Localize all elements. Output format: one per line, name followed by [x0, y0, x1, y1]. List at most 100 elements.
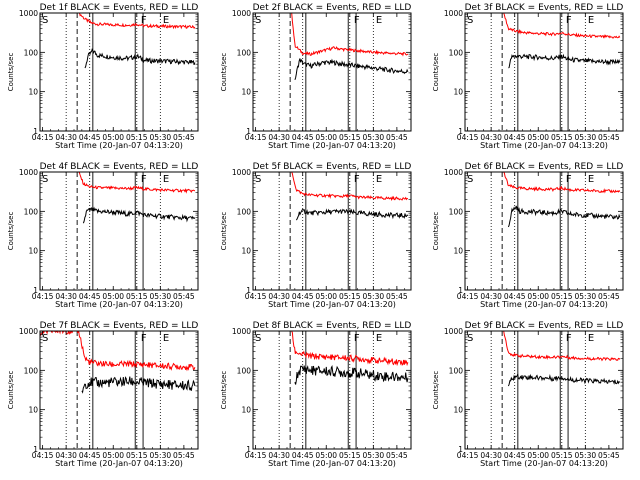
x-tick-label: 05:15	[126, 292, 148, 301]
x-tick-label: 05:15	[339, 451, 361, 460]
x-tick-label: 05:30	[363, 292, 385, 301]
x-tick-label: 04:15	[32, 133, 54, 142]
flag-s: S	[255, 15, 261, 26]
y-tick-label: 100	[24, 207, 39, 216]
flag-e: E	[588, 333, 594, 344]
flag-s: S	[255, 174, 261, 185]
x-tick-label: 04:15	[245, 292, 267, 301]
x-tick-label: 04:15	[457, 451, 479, 460]
y-tick-label: 100	[24, 48, 39, 57]
chart-title: Det 9f BLACK = Events, RED = LLD	[465, 321, 624, 331]
x-tick-label: 04:15	[457, 292, 479, 301]
x-tick-label: 04:15	[245, 133, 267, 142]
flag-s: S	[255, 333, 261, 344]
plot-area	[490, 331, 621, 449]
flag-f: F	[141, 174, 147, 185]
x-tick-label: 05:00	[527, 133, 549, 142]
plot-area	[278, 13, 409, 131]
x-tick-label: 05:30	[150, 292, 172, 301]
x-tick-label: 05:00	[102, 451, 124, 460]
flag-e: E	[376, 15, 382, 26]
x-tick-label: 05:00	[315, 292, 337, 301]
flag-e: E	[376, 333, 382, 344]
chart-title: Det 1f BLACK = Events, RED = LLD	[40, 3, 199, 13]
y-tick-label: 1	[246, 286, 251, 295]
axes-frame	[39, 330, 199, 450]
flag-s: S	[467, 15, 473, 26]
x-tick-label: 04:45	[292, 133, 314, 142]
series-events-line	[82, 206, 196, 224]
y-axis-label: Counts/sec	[7, 212, 15, 251]
series-lld-line	[291, 331, 409, 367]
y-tick-label: 100	[24, 366, 39, 375]
flag-s: S	[42, 174, 48, 185]
series-lld-line	[78, 172, 196, 194]
x-axis-label: Start Time (20-Jan-07 04:13:20)	[480, 459, 608, 468]
x-tick-label: 04:30	[480, 133, 502, 142]
x-tick-label: 04:30	[55, 292, 77, 301]
x-tick-label: 05:00	[102, 133, 124, 142]
y-tick-label: 1	[33, 286, 38, 295]
axes-frame	[252, 330, 412, 450]
y-tick-label: 100	[449, 207, 464, 216]
flag-f: F	[566, 15, 572, 26]
x-tick-label: 04:15	[32, 451, 54, 460]
x-tick-label: 05:45	[173, 133, 195, 142]
series-lld-line	[503, 172, 621, 194]
chart-title: Det 7f BLACK = Events, RED = LLD	[40, 321, 199, 331]
y-tick-label: 1000	[19, 168, 38, 177]
axes-frame	[39, 171, 199, 291]
chart-title: Det 3f BLACK = Events, RED = LLD	[465, 3, 624, 13]
y-axis-label: Counts/sec	[432, 53, 440, 92]
axes-frame	[39, 12, 199, 132]
x-tick-label: 04:45	[292, 451, 314, 460]
x-tick-label: 05:00	[102, 292, 124, 301]
y-axis-label: Counts/sec	[7, 53, 15, 92]
x-tick-label: 04:30	[480, 451, 502, 460]
y-tick-label: 10	[241, 88, 251, 97]
x-axis-label: Start Time (20-Jan-07 04:13:20)	[480, 141, 608, 150]
y-axis-label: Counts/sec	[220, 53, 228, 92]
x-tick-label: 05:15	[551, 292, 573, 301]
y-tick-label: 10	[28, 88, 38, 97]
x-tick-label: 05:00	[527, 292, 549, 301]
flag-f: F	[354, 15, 360, 26]
x-axis-label: Start Time (20-Jan-07 04:13:20)	[480, 300, 608, 309]
y-axis-label: Counts/sec	[7, 371, 15, 410]
series-lld-line	[503, 13, 621, 39]
axes-frame	[464, 171, 624, 291]
series-events-line	[294, 364, 409, 385]
x-tick-label: 05:30	[575, 133, 597, 142]
y-tick-label: 100	[237, 207, 252, 216]
y-tick-label: 100	[237, 48, 252, 57]
y-tick-label: 1000	[444, 9, 463, 18]
series-events-line	[295, 208, 409, 221]
series-events-line	[508, 53, 621, 69]
y-tick-label: 1	[458, 286, 463, 295]
flag-f: F	[354, 174, 360, 185]
axes-frame	[464, 12, 624, 132]
x-axis-label: Start Time (20-Jan-07 04:13:20)	[55, 300, 183, 309]
y-axis-label: Counts/sec	[432, 371, 440, 410]
flag-f: F	[566, 333, 572, 344]
x-tick-label: 05:30	[363, 133, 385, 142]
x-tick-label: 04:15	[245, 451, 267, 460]
x-axis-label: Start Time (20-Jan-07 04:13:20)	[55, 141, 183, 150]
series-events-line	[507, 372, 621, 387]
y-tick-label: 10	[241, 406, 251, 415]
flag-f: F	[141, 333, 147, 344]
y-tick-label: 1	[33, 127, 38, 136]
flag-s: S	[467, 174, 473, 185]
flag-s: S	[42, 15, 48, 26]
x-tick-label: 04:30	[480, 292, 502, 301]
y-tick-label: 1000	[19, 9, 38, 18]
x-tick-label: 04:30	[268, 292, 290, 301]
flag-e: E	[376, 174, 382, 185]
flag-f: F	[141, 15, 147, 26]
x-tick-label: 05:15	[551, 451, 573, 460]
flag-e: E	[588, 15, 594, 26]
